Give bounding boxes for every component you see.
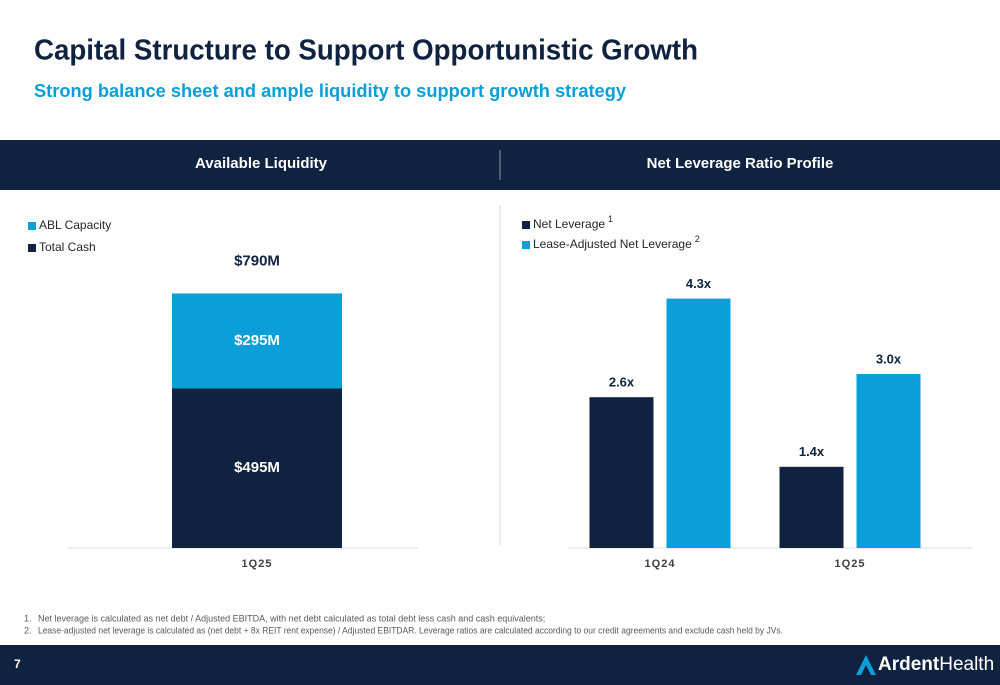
logo-mark [856, 655, 876, 675]
logo-text: ArdentHealth [878, 654, 994, 675]
x-tick-label: 1Q25 [242, 558, 273, 570]
value-label: 3.0x [876, 351, 902, 366]
legend-swatch [28, 222, 36, 230]
bar-segment [172, 293, 342, 389]
panel-title: Net Leverage Ratio Profile [647, 155, 834, 172]
legend-label: Total Cash [39, 240, 96, 254]
bar-segment [172, 388, 342, 548]
legend-swatch [522, 241, 530, 249]
legend-note: 1 [608, 214, 613, 224]
footnote: Lease-adjusted net leverage is calculate… [38, 625, 783, 635]
page-number: 7 [14, 657, 21, 671]
legend-name: Lease-Adjusted Net Leverage [533, 237, 692, 251]
legend-swatch [28, 244, 36, 252]
value-label: $495M [234, 459, 280, 476]
panel-title: Available Liquidity [195, 155, 328, 172]
legend-swatch [522, 221, 530, 229]
legend-name: ABL Capacity [39, 218, 111, 232]
footnote-number: 1. [24, 613, 32, 623]
total-label: $790M [234, 252, 280, 269]
slide-subtitle: Strong balance sheet and ample liquidity… [34, 81, 626, 101]
footnote: Net leverage is calculated as net debt /… [38, 613, 545, 623]
x-tick-label: 1Q24 [645, 558, 676, 570]
legend-name: Net Leverage [533, 217, 605, 231]
legend-note: 2 [695, 234, 700, 244]
bar [589, 397, 654, 548]
footer-band [0, 645, 1000, 685]
value-label: 2.6x [609, 375, 635, 390]
value-label: 1.4x [799, 444, 825, 459]
legend-label: Net Leverage 1 [533, 214, 613, 231]
logo-bold: Ardent [878, 654, 940, 675]
value-label: 4.3x [686, 276, 712, 291]
slide-title: Capital Structure to Support Opportunist… [34, 35, 698, 67]
x-tick-label: 1Q25 [835, 558, 866, 570]
legend-label: Lease-Adjusted Net Leverage 2 [533, 234, 700, 251]
bar [666, 298, 731, 548]
footnote-number: 2. [24, 625, 32, 635]
legend-label: ABL Capacity [39, 218, 111, 232]
value-label: $295M [234, 332, 280, 349]
logo-light: Health [939, 654, 994, 675]
legend-name: Total Cash [39, 240, 96, 254]
bar [856, 374, 921, 548]
bar [779, 466, 844, 548]
